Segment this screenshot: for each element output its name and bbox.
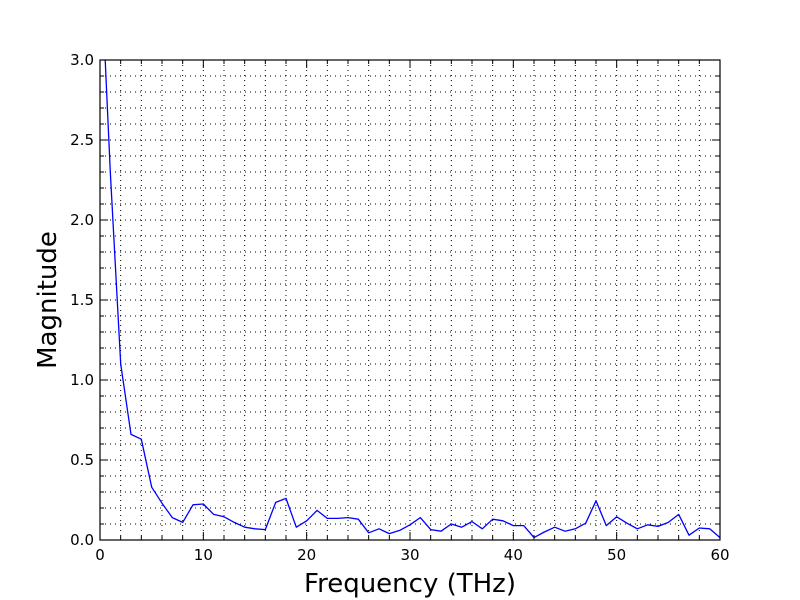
y-tick-label: 1.5 xyxy=(70,291,94,309)
x-tick-label: 10 xyxy=(194,546,213,564)
y-tick-label: 2.5 xyxy=(70,131,94,149)
y-tick-label: 1.0 xyxy=(70,371,94,389)
series-line xyxy=(104,59,721,539)
x-tick-label: 20 xyxy=(297,546,316,564)
tick-labels: 0 10 20 30 40 50 60 0.0 0.5 1.0 1.5 2.0 2.5 3.0 xyxy=(70,51,729,564)
x-tick-label: 0 xyxy=(95,546,105,564)
grid xyxy=(100,60,720,540)
x-tick-label: 40 xyxy=(504,546,523,564)
axis-ticks xyxy=(99,59,721,541)
y-tick-label: 2.0 xyxy=(70,211,94,229)
x-axis-label: Frequency (THz) xyxy=(304,569,516,599)
x-tick-label: 60 xyxy=(710,546,729,564)
x-tick-label: 30 xyxy=(400,546,419,564)
y-tick-label: 0.0 xyxy=(70,531,94,549)
y-axis-label: Magnitude xyxy=(33,231,63,369)
y-tick-label: 3.0 xyxy=(70,51,94,69)
x-tick-label: 50 xyxy=(607,546,626,564)
y-tick-label: 0.5 xyxy=(70,451,94,469)
